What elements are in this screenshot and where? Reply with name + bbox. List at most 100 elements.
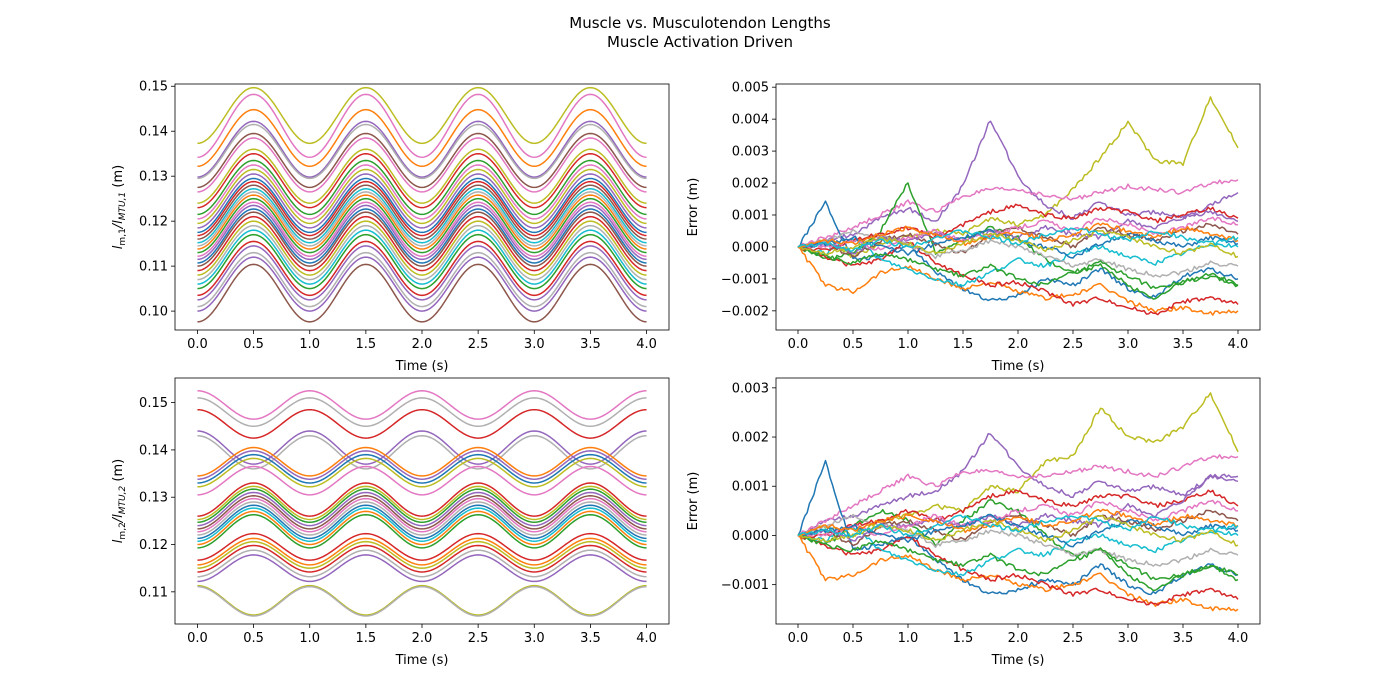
y-tick-label: 0.13 xyxy=(139,170,168,185)
series-line-25 xyxy=(197,215,647,272)
series-group xyxy=(797,96,1239,316)
x-tick-label: 3.0 xyxy=(1118,337,1139,352)
y-tick-label: 0.13 xyxy=(139,491,168,506)
series-line-3 xyxy=(797,179,1239,249)
series-line-34 xyxy=(197,263,647,323)
series-line-17 xyxy=(197,188,647,244)
y-tick-label: 0.005 xyxy=(732,81,769,96)
series-line-18 xyxy=(797,514,1239,538)
series-line-3 xyxy=(197,108,647,168)
y-tick-label: −0.002 xyxy=(721,304,769,319)
x-tick-label: 2.5 xyxy=(1063,337,1084,352)
series-line-19 xyxy=(197,194,647,250)
series-line-1 xyxy=(197,86,647,145)
series-line-23 xyxy=(197,537,647,566)
x-tick-label: 2.5 xyxy=(468,631,489,646)
y-tick-label: 0.004 xyxy=(732,113,769,128)
series-line-2 xyxy=(197,397,647,427)
series-line-19 xyxy=(197,507,647,542)
series-line-8 xyxy=(197,148,647,204)
series-line-7 xyxy=(197,137,647,193)
series-line-26 xyxy=(197,549,647,578)
series-line-6 xyxy=(797,498,1239,592)
series-line-16 xyxy=(797,222,1239,250)
series-line-29 xyxy=(197,585,647,617)
series-line-13 xyxy=(197,173,647,229)
series-line-8 xyxy=(797,238,1239,287)
x-tick-label: 1.5 xyxy=(953,631,974,646)
series-line-18 xyxy=(197,504,647,540)
series-line-6 xyxy=(797,182,1239,300)
y-tick-label: 0.002 xyxy=(732,431,769,446)
x-tick-label: 0.0 xyxy=(788,631,809,646)
series-line-16 xyxy=(197,497,647,533)
series-line-2 xyxy=(197,93,647,159)
series-line-26 xyxy=(197,220,647,276)
x-tick-label: 1.0 xyxy=(898,631,919,646)
series-line-23 xyxy=(197,208,647,264)
series-line-3 xyxy=(797,454,1239,537)
y-tick-label: 0.12 xyxy=(139,538,168,553)
x-tick-label: 2.0 xyxy=(1008,337,1029,352)
x-tick-label: 4.0 xyxy=(636,631,657,646)
figure-title-line2: Muscle Activation Driven xyxy=(606,33,794,51)
axes-frame xyxy=(775,377,1261,625)
x-tick-label: 1.5 xyxy=(356,631,377,646)
series-line-22 xyxy=(197,532,647,561)
series-line-16 xyxy=(797,508,1239,538)
y-tick-label: 0.12 xyxy=(139,215,168,230)
series-line-5 xyxy=(197,434,647,470)
y-tick-label: 0.10 xyxy=(139,305,168,320)
series-line-7 xyxy=(197,450,647,480)
series-line-22 xyxy=(197,204,647,261)
series-group xyxy=(197,86,647,323)
series-line-17 xyxy=(197,501,647,536)
series-line-4 xyxy=(197,430,647,465)
series-line-11 xyxy=(797,203,1239,252)
series-line-24 xyxy=(197,211,647,267)
series-line-10 xyxy=(197,465,647,496)
series-line-11 xyxy=(197,482,647,517)
series-line-12 xyxy=(197,485,647,521)
x-tick-label: 0.0 xyxy=(187,337,208,352)
series-line-16 xyxy=(197,184,647,240)
x-axis-label: Time (s) xyxy=(395,359,449,374)
series-line-18 xyxy=(797,227,1239,253)
x-tick-label: 3.0 xyxy=(1118,631,1139,646)
series-line-28 xyxy=(197,584,647,616)
series-line-24 xyxy=(197,540,647,569)
series-line-11 xyxy=(197,164,647,220)
x-tick-label: 0.5 xyxy=(843,631,864,646)
x-tick-label: 4.0 xyxy=(1228,631,1249,646)
figure-title-line1: Muscle vs. Musculotendon Lengths xyxy=(569,14,831,32)
series-line-11 xyxy=(797,489,1239,539)
x-tick-label: 0.5 xyxy=(843,337,864,352)
series-line-4 xyxy=(797,200,1239,302)
x-tick-label: 3.0 xyxy=(524,631,545,646)
series-line-2 xyxy=(797,432,1239,537)
series-line-33 xyxy=(197,256,647,312)
series-group xyxy=(797,392,1239,612)
series-line-6 xyxy=(197,446,647,477)
y-tick-label: −0.001 xyxy=(721,272,769,287)
series-line-27 xyxy=(197,224,647,281)
x-tick-label: 3.5 xyxy=(580,337,601,352)
x-tick-label: 0.5 xyxy=(243,337,264,352)
y-tick-label: 0.000 xyxy=(732,240,769,255)
series-line-17 xyxy=(797,229,1239,259)
series-line-30 xyxy=(197,240,647,297)
x-tick-label: 1.5 xyxy=(953,337,974,352)
series-line-9 xyxy=(797,509,1239,547)
y-axis-label: lm,1/lMTU,1 (m) xyxy=(111,165,128,249)
series-line-21 xyxy=(197,201,647,257)
series-line-15 xyxy=(197,495,647,530)
series-line-20 xyxy=(197,510,647,546)
x-tick-label: 2.5 xyxy=(1063,631,1084,646)
series-line-5 xyxy=(197,123,647,180)
x-tick-label: 1.0 xyxy=(898,337,919,352)
y-axis-label: Error (m) xyxy=(686,472,701,531)
y-tick-label: 0.003 xyxy=(732,145,769,160)
series-line-10 xyxy=(197,159,647,216)
series-line-1 xyxy=(197,390,647,420)
